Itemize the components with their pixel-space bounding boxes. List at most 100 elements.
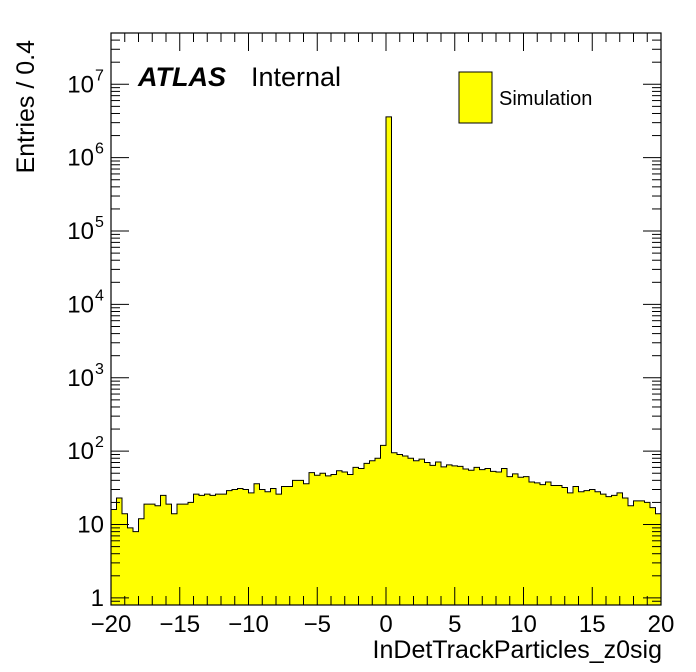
histogram-bar bbox=[457, 466, 463, 605]
histogram-bar bbox=[408, 458, 414, 605]
status-label: Internal bbox=[251, 62, 341, 92]
histogram-bar bbox=[347, 474, 353, 605]
histogram-bar bbox=[446, 464, 452, 605]
x-axis-ticks: −20 −15 −10 −5 0 5 10 15 20 bbox=[91, 33, 674, 638]
histogram-bar bbox=[644, 502, 650, 605]
histogram-bar bbox=[149, 504, 155, 605]
histogram-bar bbox=[474, 467, 480, 605]
histogram-bar bbox=[369, 460, 375, 605]
histogram-bar bbox=[617, 492, 623, 605]
histogram-bar bbox=[518, 477, 524, 605]
histogram-bar bbox=[628, 505, 634, 605]
y-tick-exponent: 5 bbox=[95, 214, 104, 231]
y-tick-label: 10 bbox=[67, 145, 94, 172]
histogram-bar bbox=[584, 490, 590, 605]
histogram-bar bbox=[435, 462, 441, 605]
histogram-bar bbox=[281, 486, 287, 605]
histogram-bar bbox=[243, 489, 249, 605]
histogram-bar bbox=[485, 468, 491, 605]
histogram-bar bbox=[573, 486, 579, 605]
histogram-bar bbox=[463, 469, 469, 605]
histogram-bar bbox=[545, 481, 551, 605]
histogram-bar bbox=[380, 445, 386, 605]
y-tick-exponent: 3 bbox=[95, 361, 104, 378]
x-tick-label: −15 bbox=[159, 611, 200, 638]
histogram-bar bbox=[556, 485, 562, 605]
histogram-bar bbox=[127, 527, 133, 605]
histogram-bar bbox=[501, 468, 507, 605]
y-axis-title: Entries / 0.4 bbox=[12, 40, 40, 173]
histogram-bar bbox=[171, 513, 177, 605]
y-tick-label: 10 bbox=[67, 438, 94, 465]
histogram-bar bbox=[650, 507, 656, 605]
histogram-bar bbox=[413, 460, 419, 605]
histogram-bar bbox=[254, 483, 260, 605]
histogram-bar bbox=[391, 452, 397, 605]
histogram-bar bbox=[540, 484, 546, 605]
histogram-bar bbox=[600, 494, 606, 605]
histogram-bar bbox=[430, 465, 436, 605]
histogram-bar bbox=[507, 476, 513, 605]
y-tick-label: 10 bbox=[77, 512, 104, 539]
histogram-bar bbox=[111, 509, 117, 605]
x-axis-title: InDetTrackParticles_z0sig bbox=[373, 636, 662, 664]
legend-label: Simulation bbox=[499, 88, 592, 110]
histogram-bar bbox=[578, 491, 584, 605]
histogram-bar bbox=[639, 500, 645, 605]
legend-swatch bbox=[458, 71, 493, 124]
histogram-bar bbox=[298, 480, 304, 605]
histogram-bar bbox=[336, 470, 342, 605]
histogram-bar bbox=[270, 488, 276, 605]
histogram-bar bbox=[589, 489, 595, 605]
histogram-bar bbox=[534, 482, 540, 605]
histogram-bar bbox=[551, 485, 557, 605]
histogram-bar bbox=[402, 455, 408, 605]
histogram-bar bbox=[182, 504, 188, 605]
histogram-bar bbox=[567, 492, 573, 605]
histogram-bar bbox=[259, 489, 265, 605]
histogram-bar bbox=[215, 494, 221, 605]
histogram-bar bbox=[232, 489, 238, 605]
y-tick-label: 10 bbox=[67, 218, 94, 245]
histogram-bar bbox=[353, 467, 359, 605]
histogram-bar bbox=[606, 496, 612, 605]
histogram-bar bbox=[375, 458, 381, 605]
histogram-bar bbox=[397, 454, 403, 605]
histogram-bar bbox=[248, 492, 254, 605]
histogram-bar bbox=[221, 494, 227, 605]
histogram-bar bbox=[655, 513, 661, 605]
histogram-bar bbox=[452, 465, 458, 605]
histogram-bar bbox=[116, 497, 122, 605]
histogram-bar bbox=[496, 471, 502, 605]
histogram-bar bbox=[276, 494, 282, 605]
atlas-label: ATLAS bbox=[137, 62, 226, 92]
y-tick-label: 1 bbox=[91, 585, 104, 612]
histogram-bar bbox=[512, 473, 518, 605]
histogram-bar bbox=[364, 463, 370, 605]
y-tick-label: 10 bbox=[67, 365, 94, 392]
histogram-bar bbox=[160, 495, 166, 605]
histogram-bar bbox=[265, 491, 271, 605]
histogram-bar bbox=[633, 500, 639, 605]
histogram-bars bbox=[110, 116, 662, 605]
x-tick-label: 0 bbox=[379, 611, 392, 638]
histogram-bar bbox=[595, 491, 601, 605]
x-tick-label: 5 bbox=[448, 611, 461, 638]
histogram-bar bbox=[523, 476, 529, 605]
histogram-bar bbox=[292, 480, 298, 605]
histogram-bar bbox=[188, 502, 194, 605]
histogram-bar bbox=[303, 483, 309, 605]
histogram-bar bbox=[122, 513, 128, 605]
histogram-bar bbox=[199, 495, 205, 605]
histogram-bar bbox=[490, 471, 496, 605]
x-tick-label: −5 bbox=[304, 611, 331, 638]
x-tick-label: −20 bbox=[91, 611, 132, 638]
histogram-bar bbox=[133, 531, 139, 605]
histogram-bar bbox=[622, 497, 628, 605]
y-tick-exponent: 6 bbox=[95, 141, 104, 158]
histogram-bar bbox=[529, 481, 535, 605]
histogram-bar bbox=[309, 472, 315, 605]
histogram-bar bbox=[204, 494, 210, 605]
